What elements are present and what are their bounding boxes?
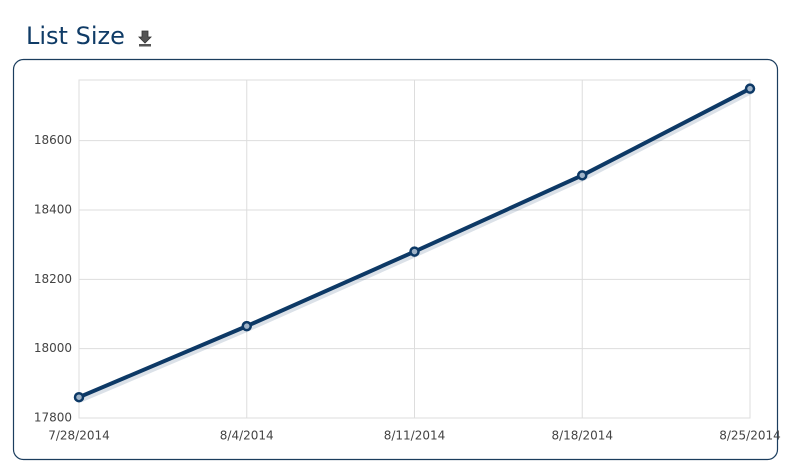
x-tick-label: 8/11/2014 (384, 429, 446, 443)
x-tick-label: 8/25/2014 (719, 429, 781, 443)
point (577, 170, 588, 181)
chart-title: List Size (26, 22, 125, 50)
point (409, 246, 420, 257)
icon-base[interactable] (139, 44, 151, 47)
y-tick-label: 18400 (34, 203, 72, 217)
chart-frame (12, 58, 779, 461)
x-tick-label: 8/18/2014 (551, 429, 613, 443)
y-tick-label: 17800 (34, 411, 72, 425)
y-tick-label: 18200 (34, 272, 72, 286)
x-tick-label: 7/28/2014 (48, 429, 110, 443)
x-tick-label: 8/4/2014 (220, 429, 274, 443)
point (73, 391, 85, 403)
y-tick-label: 18000 (34, 341, 72, 355)
y-tick-label: 18600 (34, 133, 72, 147)
point (744, 83, 756, 94)
icon-arrow[interactable] (138, 30, 152, 44)
point (241, 320, 252, 332)
download-icon[interactable] (138, 30, 152, 47)
